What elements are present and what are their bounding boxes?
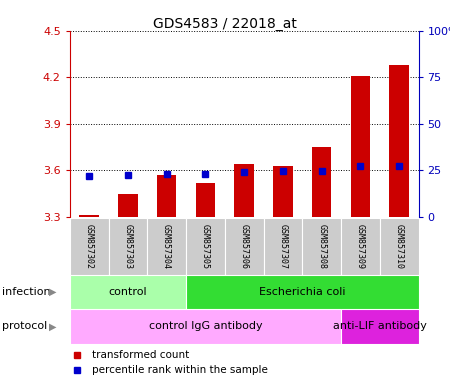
Bar [302,218,341,275]
Bar [264,218,302,275]
Text: transformed count: transformed count [92,350,189,360]
Text: GSM857305: GSM857305 [201,223,210,269]
Text: GSM857302: GSM857302 [85,223,94,269]
Bar [351,76,370,217]
Text: GDS4583 / 22018_at: GDS4583 / 22018_at [153,17,297,31]
Text: GSM857308: GSM857308 [317,223,326,269]
Bar [80,215,99,217]
Bar [157,175,176,217]
Bar [273,166,292,217]
Bar [225,218,264,275]
Bar [147,218,186,275]
Text: ▶: ▶ [49,287,56,297]
Text: ▶: ▶ [49,321,56,331]
Text: infection: infection [2,287,51,297]
Text: GSM857307: GSM857307 [279,223,288,269]
Text: GSM857304: GSM857304 [162,223,171,269]
Bar [389,65,409,217]
Bar [234,164,254,217]
Text: Escherichia coli: Escherichia coli [259,287,346,297]
Text: protocol: protocol [2,321,48,331]
Text: GSM857306: GSM857306 [239,223,248,269]
Bar [380,218,419,275]
Text: GSM857309: GSM857309 [356,223,365,269]
Bar [196,183,215,217]
Bar [341,309,419,344]
Bar [108,218,147,275]
Bar [312,147,331,217]
Bar [70,309,341,344]
Bar [186,275,419,309]
Bar [70,218,108,275]
Text: control IgG antibody: control IgG antibody [148,321,262,331]
Text: GSM857303: GSM857303 [123,223,132,269]
Text: GSM857310: GSM857310 [395,223,404,269]
Text: percentile rank within the sample: percentile rank within the sample [92,366,268,376]
Bar [341,218,380,275]
Bar [186,218,225,275]
Text: anti-LIF antibody: anti-LIF antibody [333,321,427,331]
Bar [70,275,186,309]
Text: control: control [108,287,147,297]
Bar [118,194,138,217]
